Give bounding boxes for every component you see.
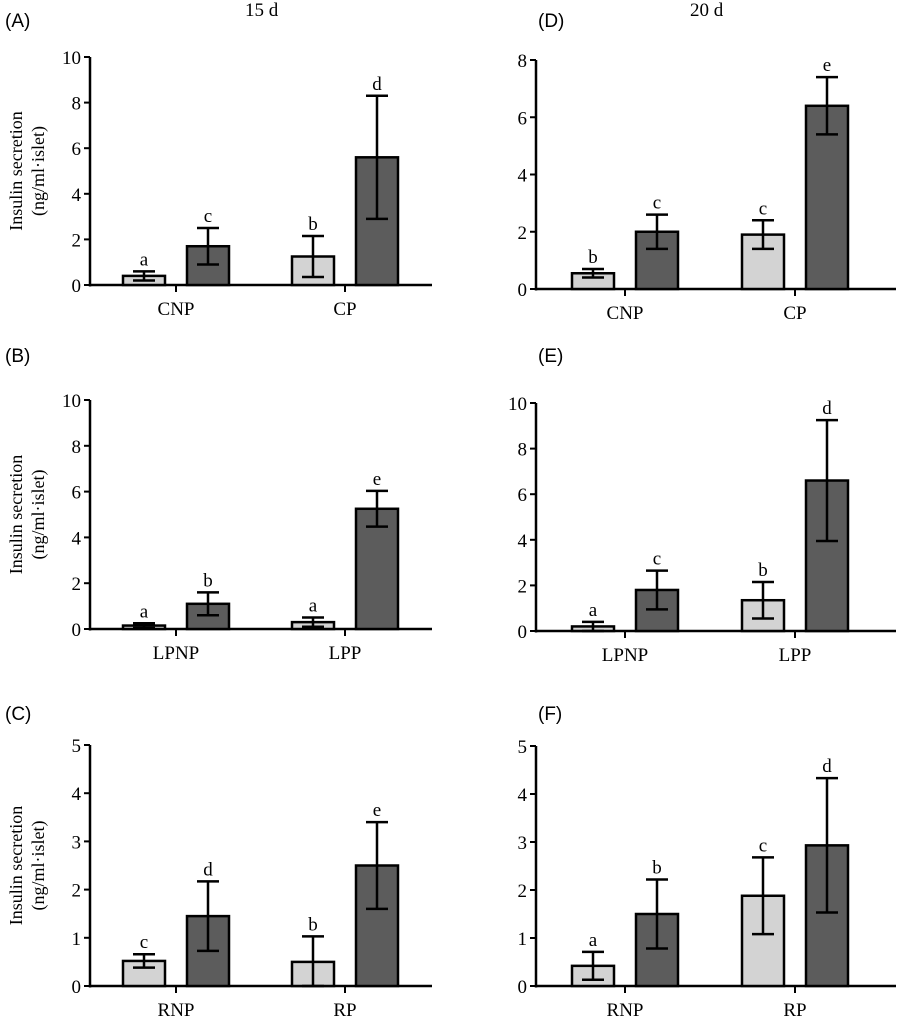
y-tick-label: 3 (72, 832, 82, 853)
y-tick-label: 8 (518, 51, 528, 72)
y-tick-label: 2 (72, 230, 82, 251)
y-tick-label: 10 (508, 394, 527, 415)
column-title: 20 d (690, 0, 724, 21)
y-tick-label: 2 (518, 881, 528, 902)
significance-letter: a (589, 600, 598, 621)
significance-letter: d (822, 398, 832, 419)
y-tick-label: 2 (518, 576, 528, 597)
x-tick-label: RNP (158, 1000, 195, 1017)
y-tick-label: 6 (72, 483, 82, 504)
significance-letter: e (823, 55, 831, 76)
x-tick-label: RNP (607, 1000, 644, 1017)
panel-label: (F) (538, 704, 562, 725)
y-axis-label: (ng/ml·islet) (28, 470, 49, 560)
panel-f: (F) 0 1 2 3 4 5 RNP a b RP c d (518, 704, 896, 1017)
y-axis-label: Insulin secretion (6, 111, 26, 230)
significance-letter: b (203, 570, 213, 591)
panel-label: (A) (5, 11, 30, 32)
significance-letter: d (203, 859, 213, 880)
x-tick-label: CP (333, 299, 356, 320)
y-tick-label: 0 (72, 276, 82, 297)
y-axis-label: Insulin secretion (6, 806, 26, 925)
y-tick-label: 6 (518, 485, 528, 506)
y-tick-label: 10 (62, 48, 81, 69)
significance-letter: c (204, 206, 212, 227)
significance-letter: c (759, 835, 767, 856)
panel-a: (A) 15 d Insulin secretion (ng/ml·islet) 0 2 4… (5, 0, 432, 320)
x-tick-label: CP (783, 303, 806, 324)
significance-letter: a (589, 930, 598, 951)
y-tick-label: 6 (72, 139, 82, 160)
x-tick-label: LPP (779, 645, 812, 666)
y-tick-label: 4 (518, 531, 528, 552)
significance-letter: a (140, 601, 149, 622)
panel-e: (E) 0 2 4 6 8 10 LPNP a c LPP b d (508, 346, 896, 666)
y-tick-label: 5 (72, 736, 82, 757)
significance-letter: d (822, 756, 832, 777)
y-tick-label: 2 (518, 223, 528, 244)
significance-letter: c (653, 193, 661, 214)
y-tick-label: 5 (518, 737, 528, 758)
x-tick-label: LPP (329, 643, 362, 664)
x-tick-label: LPNP (602, 645, 648, 666)
x-tick-label: RP (783, 1000, 806, 1017)
x-tick-label: CNP (158, 299, 195, 320)
y-tick-label: 8 (72, 437, 82, 458)
x-tick-label: LPNP (153, 643, 199, 664)
y-tick-label: 2 (72, 881, 82, 902)
y-tick-label: 0 (518, 977, 528, 998)
y-tick-label: 1 (518, 929, 528, 950)
y-tick-label: 6 (518, 108, 528, 129)
y-tick-label: 4 (518, 785, 528, 806)
y-tick-label: 0 (72, 977, 82, 998)
y-tick-label: 0 (518, 622, 528, 643)
significance-letter: d (372, 74, 382, 95)
significance-letter: c (759, 198, 767, 219)
panel-label: (C) (5, 704, 31, 725)
panel-d: (D) 20 d 0 2 4 6 8 CNP b c CP c e (518, 0, 896, 324)
significance-letter: e (373, 800, 381, 821)
y-tick-label: 0 (518, 280, 528, 301)
y-tick-label: 0 (72, 620, 82, 641)
column-title: 15 d (245, 0, 279, 21)
x-tick-label: RP (333, 1000, 356, 1017)
x-tick-label: CNP (607, 303, 644, 324)
significance-letter: b (308, 214, 318, 235)
panel-label: (B) (5, 346, 30, 367)
significance-letter: b (758, 560, 768, 581)
y-tick-label: 4 (72, 185, 82, 206)
y-tick-label: 3 (518, 833, 528, 854)
panel-b: (B) Insulin secretion (ng/ml·islet) 0 2 4 6 8 10… (5, 346, 432, 664)
panel-label: (E) (538, 346, 563, 367)
y-tick-label: 8 (518, 440, 528, 461)
y-tick-label: 2 (72, 574, 82, 595)
significance-letter: a (140, 249, 149, 270)
significance-letter: e (373, 469, 381, 490)
bar (354, 507, 400, 631)
y-tick-label: 4 (518, 166, 528, 187)
significance-letter: c (140, 932, 148, 953)
y-axis-label: (ng/ml·islet) (28, 821, 49, 911)
significance-letter: c (653, 549, 661, 570)
y-tick-label: 4 (72, 528, 82, 549)
y-tick-label: 4 (72, 784, 82, 805)
y-tick-label: 10 (62, 391, 81, 412)
y-tick-label: 8 (72, 94, 82, 115)
y-tick-label: 1 (72, 929, 82, 950)
panel-c: (C) Insulin secretion (ng/ml·islet) 0 1 2 3 4 5 R… (5, 704, 432, 1017)
y-axis-label: (ng/ml·islet) (28, 126, 49, 216)
significance-letter: a (309, 596, 318, 617)
panel-label: (D) (538, 11, 564, 32)
significance-letter: b (652, 857, 662, 878)
y-axis-label: Insulin secretion (6, 455, 26, 574)
significance-letter: b (588, 247, 598, 268)
significance-letter: b (308, 914, 318, 935)
